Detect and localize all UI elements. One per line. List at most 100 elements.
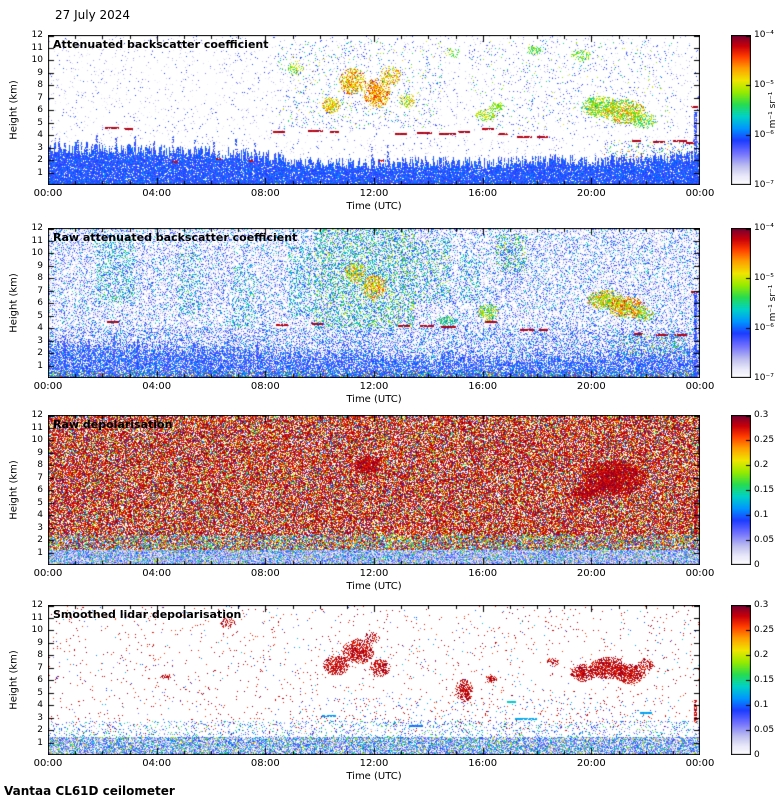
colorbar-ticks: 0.3 0.25 0.2 0.15 0.1 0.05 0 [754, 600, 780, 760]
y-tick-label: 5 [37, 117, 43, 128]
colorbar-tick-label: 0.1 [754, 700, 769, 710]
y-tick-label: 8 [37, 460, 43, 470]
colorbar-tick-label: 0 [754, 560, 760, 570]
panel-title: Smoothed lidar depolarisation [53, 608, 242, 621]
x-tick-label: 00:00 [33, 381, 63, 392]
y-tick-label: 1 [37, 167, 43, 178]
panel-raw-depolarisation: Height (km) 1 2 3 4 5 6 7 8 9 10 11 12 Raw depolari… [0, 410, 780, 605]
instrument-label: Vantaa CL61D ceilometer [4, 784, 175, 798]
y-tick-label: 4 [37, 510, 43, 520]
y-tick-label: 5 [37, 687, 43, 698]
panel-title: Raw depolarisation [53, 418, 173, 431]
y-tick-label: 3 [37, 522, 43, 533]
y-tick-label: 2 [37, 535, 43, 545]
heatmap-raw-attenuated-backscatter [48, 228, 700, 378]
x-tick-label: 08:00 [250, 758, 280, 769]
colorbar-tick-label: 0.25 [754, 625, 775, 635]
y-tick-label: 1 [37, 547, 43, 558]
colorbar-tick-label: 0.1 [754, 510, 769, 520]
x-tick-label: 12:00 [359, 381, 389, 392]
x-tick-label: 20:00 [576, 758, 606, 769]
x-tick-label: 20:00 [576, 568, 606, 579]
x-tick-label: 00:00 [685, 381, 715, 392]
x-tick-label: 04:00 [142, 568, 172, 579]
y-axis-ticks: 1 2 3 4 5 6 7 8 9 10 11 12 [0, 410, 45, 565]
y-tick-label: 6 [37, 675, 43, 685]
x-axis-label: Time (UTC) [346, 394, 402, 405]
colorbar-tick-label: 10⁻⁶ [754, 323, 774, 333]
y-tick-label: 2 [37, 348, 43, 358]
y-tick-label: 10 [31, 55, 43, 65]
colorbar [731, 228, 751, 378]
y-tick-label: 7 [37, 92, 43, 103]
colorbar-tick-label: 10⁻⁵ [754, 79, 774, 90]
y-tick-label: 3 [37, 712, 43, 723]
y-axis-ticks: 1 2 3 4 5 6 7 8 9 10 11 12 [0, 600, 45, 755]
colorbar-tick-label: 0.3 [754, 600, 769, 610]
y-axis-ticks: 1 2 3 4 5 6 7 8 9 10 11 12 [0, 223, 45, 378]
colorbar-tick-label: 0.3 [754, 410, 769, 420]
x-tick-label: 00:00 [685, 758, 715, 769]
y-axis-ticks: 1 2 3 4 5 6 7 8 9 10 11 12 [0, 30, 45, 185]
x-tick-label: 20:00 [576, 188, 606, 199]
colorbar-ticks: 10⁻⁴ 10⁻⁵ 10⁻⁶ 10⁻⁷ [754, 30, 780, 190]
x-tick-label: 04:00 [142, 188, 172, 199]
y-tick-label: 3 [37, 335, 43, 346]
x-tick-label: 12:00 [359, 568, 389, 579]
colorbar-tick-label: 0.15 [754, 485, 775, 495]
colorbar-tick-label: 0.05 [754, 534, 775, 545]
colorbar-ticks: 0.3 0.25 0.2 0.15 0.1 0.05 0 [754, 410, 780, 570]
panel-smoothed-depolarisation: Height (km) 1 2 3 4 5 6 7 8 9 10 11 12 Smoothed lid… [0, 600, 780, 795]
y-tick-label: 10 [31, 625, 43, 635]
y-tick-label: 12 [31, 223, 43, 233]
x-axis-label: Time (UTC) [346, 581, 402, 592]
y-tick-label: 10 [31, 248, 43, 258]
y-tick-label: 3 [37, 142, 43, 153]
x-tick-label: 04:00 [142, 758, 172, 769]
y-tick-label: 5 [37, 310, 43, 321]
y-tick-label: 11 [31, 235, 43, 246]
y-tick-label: 11 [31, 422, 43, 433]
y-tick-label: 7 [37, 472, 43, 483]
panel-raw-attenuated-backscatter: Height (km) 1 2 3 4 5 6 7 8 9 10 11 12 Raw attenuat… [0, 223, 780, 418]
y-tick-label: 12 [31, 30, 43, 40]
x-axis-label: Time (UTC) [346, 201, 402, 212]
y-tick-label: 11 [31, 612, 43, 623]
y-tick-label: 12 [31, 410, 43, 420]
x-tick-label: 12:00 [359, 188, 389, 199]
colorbar-tick-label: 10⁻⁷ [754, 373, 774, 383]
colorbar-tick-label: 0.2 [754, 459, 769, 470]
y-tick-label: 4 [37, 700, 43, 710]
x-axis-ticks: 00:00 04:00 08:00 12:00 16:00 20:00 00:00 [34, 185, 715, 199]
colorbar-tick-label: 10⁻⁵ [754, 272, 774, 283]
x-axis-ticks: 00:00 04:00 08:00 12:00 16:00 20:00 00:00 [34, 378, 715, 392]
y-tick-label: 1 [37, 737, 43, 748]
y-tick-label: 8 [37, 80, 43, 90]
y-tick-label: 5 [37, 497, 43, 508]
y-tick-label: 12 [31, 600, 43, 610]
x-tick-label: 00:00 [33, 758, 63, 769]
y-tick-label: 6 [37, 298, 43, 308]
y-tick-label: 10 [31, 435, 43, 445]
colorbar [731, 605, 751, 755]
x-tick-label: 12:00 [359, 758, 389, 769]
colorbar-tick-label: 10⁻⁴ [754, 223, 774, 233]
y-tick-label: 4 [37, 130, 43, 140]
y-tick-label: 9 [37, 67, 43, 78]
x-axis-label: Time (UTC) [346, 771, 402, 782]
y-tick-label: 9 [37, 637, 43, 648]
y-tick-label: 7 [37, 662, 43, 673]
y-tick-label: 7 [37, 285, 43, 296]
colorbar [731, 415, 751, 565]
colorbar [731, 35, 751, 185]
x-tick-label: 00:00 [685, 188, 715, 199]
x-tick-label: 16:00 [468, 381, 498, 392]
colorbar-ticks: 10⁻⁴ 10⁻⁵ 10⁻⁶ 10⁻⁷ [754, 223, 780, 383]
x-tick-label: 16:00 [468, 758, 498, 769]
panel-title: Raw attenuated backscatter coefficient [53, 231, 298, 244]
heatmap-attenuated-backscatter [48, 35, 700, 185]
heatmap-raw-depolarisation [48, 415, 700, 565]
date-label: 27 July 2024 [55, 8, 131, 22]
panel-title: Attenuated backscatter coefficient [53, 38, 269, 51]
